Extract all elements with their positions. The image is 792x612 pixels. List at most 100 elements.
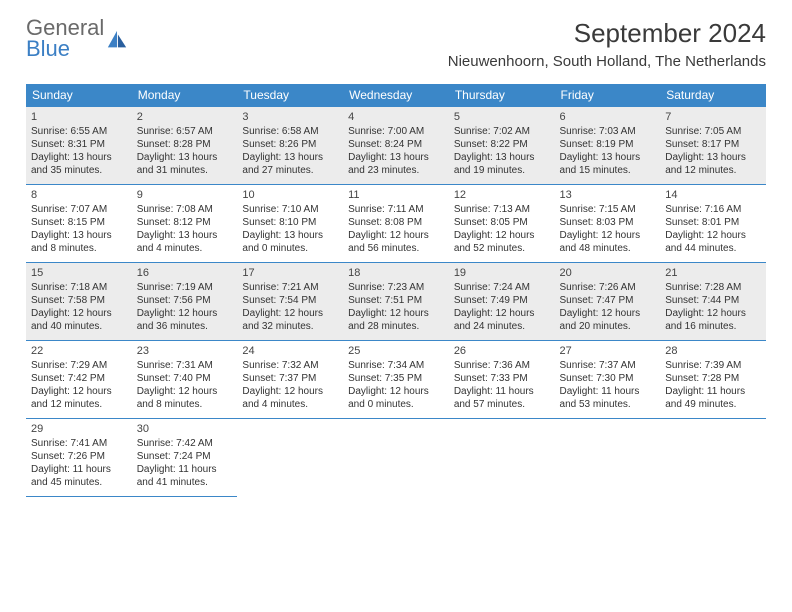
calendar-week: 1Sunrise: 6:55 AMSunset: 8:31 PMDaylight…	[26, 107, 766, 185]
day-number: 30	[137, 422, 233, 436]
daylight-line: Daylight: 13 hours and 0 minutes.	[242, 229, 338, 255]
day-number: 15	[31, 266, 127, 280]
sunrise-line: Sunrise: 6:58 AM	[242, 125, 338, 138]
calendar-cell: 13Sunrise: 7:15 AMSunset: 8:03 PMDayligh…	[555, 185, 661, 263]
sunset-line: Sunset: 7:28 PM	[665, 372, 761, 385]
sunrise-line: Sunrise: 7:42 AM	[137, 437, 233, 450]
calendar-week: 29Sunrise: 7:41 AMSunset: 7:26 PMDayligh…	[26, 419, 766, 497]
calendar-body: 1Sunrise: 6:55 AMSunset: 8:31 PMDaylight…	[26, 107, 766, 497]
day-number: 28	[665, 344, 761, 358]
daylight-line: Daylight: 12 hours and 52 minutes.	[454, 229, 550, 255]
sunrise-line: Sunrise: 7:39 AM	[665, 359, 761, 372]
day-header: Thursday	[449, 84, 555, 107]
calendar-cell: 11Sunrise: 7:11 AMSunset: 8:08 PMDayligh…	[343, 185, 449, 263]
daylight-line: Daylight: 13 hours and 31 minutes.	[137, 151, 233, 177]
sunset-line: Sunset: 7:51 PM	[348, 294, 444, 307]
calendar-cell: 22Sunrise: 7:29 AMSunset: 7:42 PMDayligh…	[26, 341, 132, 419]
sunset-line: Sunset: 7:56 PM	[137, 294, 233, 307]
calendar-cell: 10Sunrise: 7:10 AMSunset: 8:10 PMDayligh…	[237, 185, 343, 263]
daylight-line: Daylight: 13 hours and 8 minutes.	[31, 229, 127, 255]
sunrise-line: Sunrise: 7:28 AM	[665, 281, 761, 294]
sunrise-line: Sunrise: 7:29 AM	[31, 359, 127, 372]
sunset-line: Sunset: 8:05 PM	[454, 216, 550, 229]
sunrise-line: Sunrise: 7:36 AM	[454, 359, 550, 372]
day-number: 6	[560, 110, 656, 124]
sunrise-line: Sunrise: 7:19 AM	[137, 281, 233, 294]
sunset-line: Sunset: 8:10 PM	[242, 216, 338, 229]
calendar-cell: 14Sunrise: 7:16 AMSunset: 8:01 PMDayligh…	[660, 185, 766, 263]
day-header: Monday	[132, 84, 238, 107]
sunrise-line: Sunrise: 7:08 AM	[137, 203, 233, 216]
day-number: 23	[137, 344, 233, 358]
day-number: 5	[454, 110, 550, 124]
calendar-cell: 8Sunrise: 7:07 AMSunset: 8:15 PMDaylight…	[26, 185, 132, 263]
calendar-cell: 30Sunrise: 7:42 AMSunset: 7:24 PMDayligh…	[132, 419, 238, 497]
day-header: Wednesday	[343, 84, 449, 107]
day-number: 11	[348, 188, 444, 202]
day-number: 16	[137, 266, 233, 280]
calendar-table: SundayMondayTuesdayWednesdayThursdayFrid…	[26, 84, 766, 497]
sunset-line: Sunset: 8:31 PM	[31, 138, 127, 151]
daylight-line: Daylight: 11 hours and 53 minutes.	[560, 385, 656, 411]
calendar-week: 22Sunrise: 7:29 AMSunset: 7:42 PM Dayligh…	[26, 341, 766, 419]
day-number: 29	[31, 422, 127, 436]
sunrise-line: Sunrise: 7:03 AM	[560, 125, 656, 138]
sunrise-line: Sunrise: 6:55 AM	[31, 125, 127, 138]
sunset-line: Sunset: 7:58 PM	[31, 294, 127, 307]
calendar-cell: 20Sunrise: 7:26 AMSunset: 7:47 PMDayligh…	[555, 263, 661, 341]
calendar-cell: 23Sunrise: 7:31 AMSunset: 7:40 PMDayligh…	[132, 341, 238, 419]
sunset-line: Sunset: 8:17 PM	[665, 138, 761, 151]
daylight-line: Daylight: 11 hours and 45 minutes.	[31, 463, 127, 489]
sunset-line: Sunset: 7:42 PM	[31, 372, 127, 385]
day-number: 12	[454, 188, 550, 202]
calendar-cell: 24Sunrise: 7:32 AMSunset: 7:37 PMDayligh…	[237, 341, 343, 419]
calendar-cell: 19Sunrise: 7:24 AMSunset: 7:49 PMDayligh…	[449, 263, 555, 341]
day-number: 19	[454, 266, 550, 280]
sunrise-line: Sunrise: 7:18 AM	[31, 281, 127, 294]
sunrise-line: Sunrise: 7:07 AM	[31, 203, 127, 216]
day-number: 17	[242, 266, 338, 280]
day-number: 13	[560, 188, 656, 202]
sunset-line: Sunset: 8:26 PM	[242, 138, 338, 151]
day-number: 24	[242, 344, 338, 358]
daylight-line: Daylight: 13 hours and 15 minutes.	[560, 151, 656, 177]
daylight-line: Daylight: 11 hours and 41 minutes.	[137, 463, 233, 489]
sunset-line: Sunset: 7:44 PM	[665, 294, 761, 307]
day-number: 18	[348, 266, 444, 280]
daylight-line: Daylight: 13 hours and 19 minutes.	[454, 151, 550, 177]
sunset-line: Sunset: 8:22 PM	[454, 138, 550, 151]
day-number: 27	[560, 344, 656, 358]
day-number: 22	[31, 344, 127, 358]
sunrise-line: Sunrise: 7:16 AM	[665, 203, 761, 216]
daylight-line: Daylight: 12 hours and 40 minutes.	[31, 307, 127, 333]
calendar-cell: 5Sunrise: 7:02 AMSunset: 8:22 PMDaylight…	[449, 107, 555, 185]
sunset-line: Sunset: 8:03 PM	[560, 216, 656, 229]
sunrise-line: Sunrise: 6:57 AM	[137, 125, 233, 138]
calendar-cell: 29Sunrise: 7:41 AMSunset: 7:26 PMDayligh…	[26, 419, 132, 497]
day-number: 4	[348, 110, 444, 124]
calendar-cell	[555, 419, 661, 497]
logo-sail-icon	[106, 29, 128, 51]
daylight-line: Daylight: 12 hours and 28 minutes.	[348, 307, 444, 333]
sunset-line: Sunset: 8:12 PM	[137, 216, 233, 229]
sunset-line: Sunset: 8:24 PM	[348, 138, 444, 151]
sunset-line: Sunset: 8:15 PM	[31, 216, 127, 229]
sunset-line: Sunset: 7:54 PM	[242, 294, 338, 307]
daylight-line: Daylight: 12 hours and 44 minutes.	[665, 229, 761, 255]
day-number: 8	[31, 188, 127, 202]
calendar-week: 8Sunrise: 7:07 AMSunset: 8:15 PMDaylight…	[26, 185, 766, 263]
day-number: 20	[560, 266, 656, 280]
sunrise-line: Sunrise: 7:26 AM	[560, 281, 656, 294]
calendar-cell	[237, 419, 343, 497]
sunrise-line: Sunrise: 7:15 AM	[560, 203, 656, 216]
daylight-line: Daylight: 13 hours and 23 minutes.	[348, 151, 444, 177]
calendar-week: 15Sunrise: 7:18 AMSunset: 7:58 PMDayligh…	[26, 263, 766, 341]
sunrise-line: Sunrise: 7:31 AM	[137, 359, 233, 372]
daylight-line: Daylight: 12 hours and 4 minutes.	[242, 385, 338, 411]
title-block: September 2024 Nieuwenhoorn, South Holla…	[448, 18, 766, 70]
sunrise-line: Sunrise: 7:11 AM	[348, 203, 444, 216]
sunset-line: Sunset: 7:33 PM	[454, 372, 550, 385]
sunset-line: Sunset: 8:19 PM	[560, 138, 656, 151]
sunrise-line: Sunrise: 7:24 AM	[454, 281, 550, 294]
sunset-line: Sunset: 7:37 PM	[242, 372, 338, 385]
